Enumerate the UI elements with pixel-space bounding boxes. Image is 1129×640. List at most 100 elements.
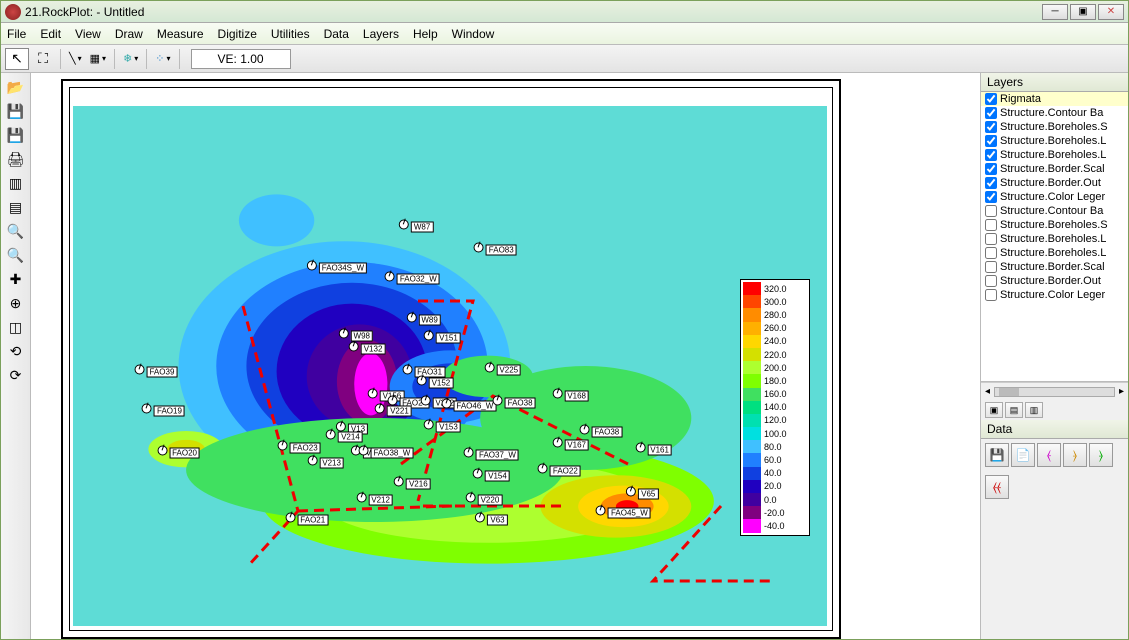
borehole-marker[interactable]: FAO45_W bbox=[596, 505, 651, 518]
move-icon[interactable]: ⊕ bbox=[5, 293, 27, 313]
layer-toggle-2-button[interactable]: ▤ bbox=[1005, 402, 1023, 418]
borehole-marker[interactable]: V161 bbox=[635, 443, 672, 456]
borehole-marker[interactable]: FAO38_W bbox=[358, 445, 413, 458]
borehole-marker[interactable]: FAO21 bbox=[285, 513, 328, 526]
layer-checkbox[interactable] bbox=[985, 135, 997, 147]
borehole-marker[interactable]: V216 bbox=[394, 477, 431, 490]
layer-checkbox[interactable] bbox=[985, 275, 997, 287]
borehole-marker[interactable]: V221 bbox=[375, 404, 412, 417]
borehole-marker[interactable]: FAO83 bbox=[474, 243, 517, 256]
crop-icon[interactable]: ◫ bbox=[5, 317, 27, 337]
pattern-tool-dropdown[interactable]: ▦▾ bbox=[87, 51, 109, 66]
zoom-out-icon[interactable]: 🔍 bbox=[5, 245, 27, 265]
menu-file[interactable]: File bbox=[7, 27, 26, 41]
layer-item[interactable]: Structure.Border.Out bbox=[981, 274, 1128, 288]
pointer-tool-icon[interactable]: ↖ bbox=[5, 48, 29, 70]
data-last-icon[interactable]: ⦒ bbox=[1089, 443, 1113, 467]
maximize-button[interactable]: ▣ bbox=[1070, 4, 1096, 20]
layer-checkbox[interactable] bbox=[985, 191, 997, 203]
layers-list[interactable]: RigmataStructure.Contour BaStructure.Bor… bbox=[981, 92, 1128, 382]
borehole-marker[interactable]: V212 bbox=[356, 492, 393, 505]
borehole-marker[interactable]: V213 bbox=[307, 456, 344, 469]
borehole-marker[interactable]: W89 bbox=[406, 313, 440, 326]
borehole-marker[interactable]: V132 bbox=[349, 341, 386, 354]
menu-layers[interactable]: Layers bbox=[363, 27, 399, 41]
rotate-cw-icon[interactable]: ⟳ bbox=[5, 365, 27, 385]
menu-draw[interactable]: Draw bbox=[115, 27, 143, 41]
pan-tool-icon[interactable]: ⛶ bbox=[31, 48, 55, 70]
zoom-in-icon[interactable]: 🔍 bbox=[5, 221, 27, 241]
menu-window[interactable]: Window bbox=[452, 27, 495, 41]
menu-digitize[interactable]: Digitize bbox=[218, 27, 257, 41]
borehole-marker[interactable]: V63 bbox=[475, 513, 507, 526]
borehole-marker[interactable]: W98 bbox=[339, 328, 373, 341]
layer-toggle-1-button[interactable]: ▣ bbox=[985, 402, 1003, 418]
data-next-icon[interactable]: ⦒ bbox=[1063, 443, 1087, 467]
layer-checkbox[interactable] bbox=[985, 205, 997, 217]
grid-h-icon[interactable]: ▥ bbox=[5, 173, 27, 193]
borehole-marker[interactable]: V152 bbox=[417, 375, 454, 388]
borehole-marker[interactable]: V65 bbox=[626, 487, 658, 500]
borehole-marker[interactable]: V225 bbox=[484, 362, 521, 375]
layer-item[interactable]: Structure.Contour Ba bbox=[981, 106, 1128, 120]
borehole-marker[interactable]: FAO23 bbox=[278, 440, 321, 453]
borehole-marker[interactable]: V214 bbox=[326, 430, 363, 443]
layer-item[interactable]: Structure.Boreholes.L bbox=[981, 232, 1128, 246]
layer-item[interactable]: Structure.Boreholes.L bbox=[981, 246, 1128, 260]
menu-edit[interactable]: Edit bbox=[40, 27, 61, 41]
layer-checkbox[interactable] bbox=[985, 219, 997, 231]
layer-checkbox[interactable] bbox=[985, 247, 997, 259]
open-icon[interactable]: 📂 bbox=[5, 77, 27, 97]
line-tool-dropdown[interactable]: ╲▾ bbox=[66, 51, 85, 66]
layers-scrollbar[interactable]: ◂ ▸ bbox=[981, 382, 1128, 400]
layer-item[interactable]: Structure.Color Leger bbox=[981, 190, 1128, 204]
borehole-marker[interactable]: FAO32_W bbox=[385, 271, 440, 284]
save-icon[interactable]: 💾 bbox=[5, 101, 27, 121]
layer-checkbox[interactable] bbox=[985, 261, 997, 273]
cross-icon[interactable]: ✚ bbox=[5, 269, 27, 289]
borehole-marker[interactable]: FAO46_W bbox=[441, 399, 496, 412]
save-as-icon[interactable]: 💾 bbox=[5, 125, 27, 145]
borehole-marker[interactable]: V220 bbox=[466, 492, 503, 505]
layer-checkbox[interactable] bbox=[985, 93, 997, 105]
print-icon[interactable]: 🖨 bbox=[5, 149, 27, 169]
layer-item[interactable]: Rigmata bbox=[981, 92, 1128, 106]
borehole-marker[interactable]: V167 bbox=[552, 438, 589, 451]
layer-checkbox[interactable] bbox=[985, 289, 997, 301]
borehole-marker[interactable]: V154 bbox=[473, 469, 510, 482]
layer-item[interactable]: Structure.Border.Scal bbox=[981, 260, 1128, 274]
data-open-icon[interactable]: 📄 bbox=[1011, 443, 1035, 467]
borehole-marker[interactable]: FAO22 bbox=[538, 464, 581, 477]
minimize-button[interactable]: ─ bbox=[1042, 4, 1068, 20]
layer-checkbox[interactable] bbox=[985, 149, 997, 161]
layer-checkbox[interactable] bbox=[985, 107, 997, 119]
grid-v-icon[interactable]: ▤ bbox=[5, 197, 27, 217]
data-rewind-icon[interactable]: ⦑⦑ bbox=[985, 475, 1009, 499]
borehole-marker[interactable]: FAO38 bbox=[579, 425, 622, 438]
close-button[interactable]: ✕ bbox=[1098, 4, 1124, 20]
layer-item[interactable]: Structure.Boreholes.L bbox=[981, 134, 1128, 148]
layer-item[interactable]: Structure.Border.Scal bbox=[981, 162, 1128, 176]
layer-item[interactable]: Structure.Boreholes.S bbox=[981, 120, 1128, 134]
menu-measure[interactable]: Measure bbox=[157, 27, 204, 41]
snowflake-tool-dropdown[interactable]: ❄▾ bbox=[120, 51, 141, 66]
borehole-marker[interactable]: FAO37_W bbox=[464, 448, 519, 461]
layer-checkbox[interactable] bbox=[985, 163, 997, 175]
layer-checkbox[interactable] bbox=[985, 121, 997, 133]
layer-checkbox[interactable] bbox=[985, 233, 997, 245]
layer-checkbox[interactable] bbox=[985, 177, 997, 189]
rotate-ccw-icon[interactable]: ⟲ bbox=[5, 341, 27, 361]
menu-view[interactable]: View bbox=[75, 27, 101, 41]
data-prev-icon[interactable]: ⦑ bbox=[1037, 443, 1061, 467]
data-save-icon[interactable]: 💾 bbox=[985, 443, 1009, 467]
borehole-marker[interactable]: FAO39 bbox=[134, 365, 177, 378]
menu-utilities[interactable]: Utilities bbox=[271, 27, 310, 41]
borehole-marker[interactable]: V168 bbox=[552, 388, 589, 401]
borehole-marker[interactable]: W87 bbox=[399, 219, 433, 232]
layer-item[interactable]: Structure.Color Leger bbox=[981, 288, 1128, 302]
vertical-exaggeration-field[interactable]: VE: 1.00 bbox=[191, 49, 291, 69]
layer-item[interactable]: Structure.Border.Out bbox=[981, 176, 1128, 190]
borehole-marker[interactable]: V151 bbox=[424, 331, 461, 344]
borehole-marker[interactable]: FAO38 bbox=[493, 396, 536, 409]
menu-data[interactable]: Data bbox=[324, 27, 349, 41]
